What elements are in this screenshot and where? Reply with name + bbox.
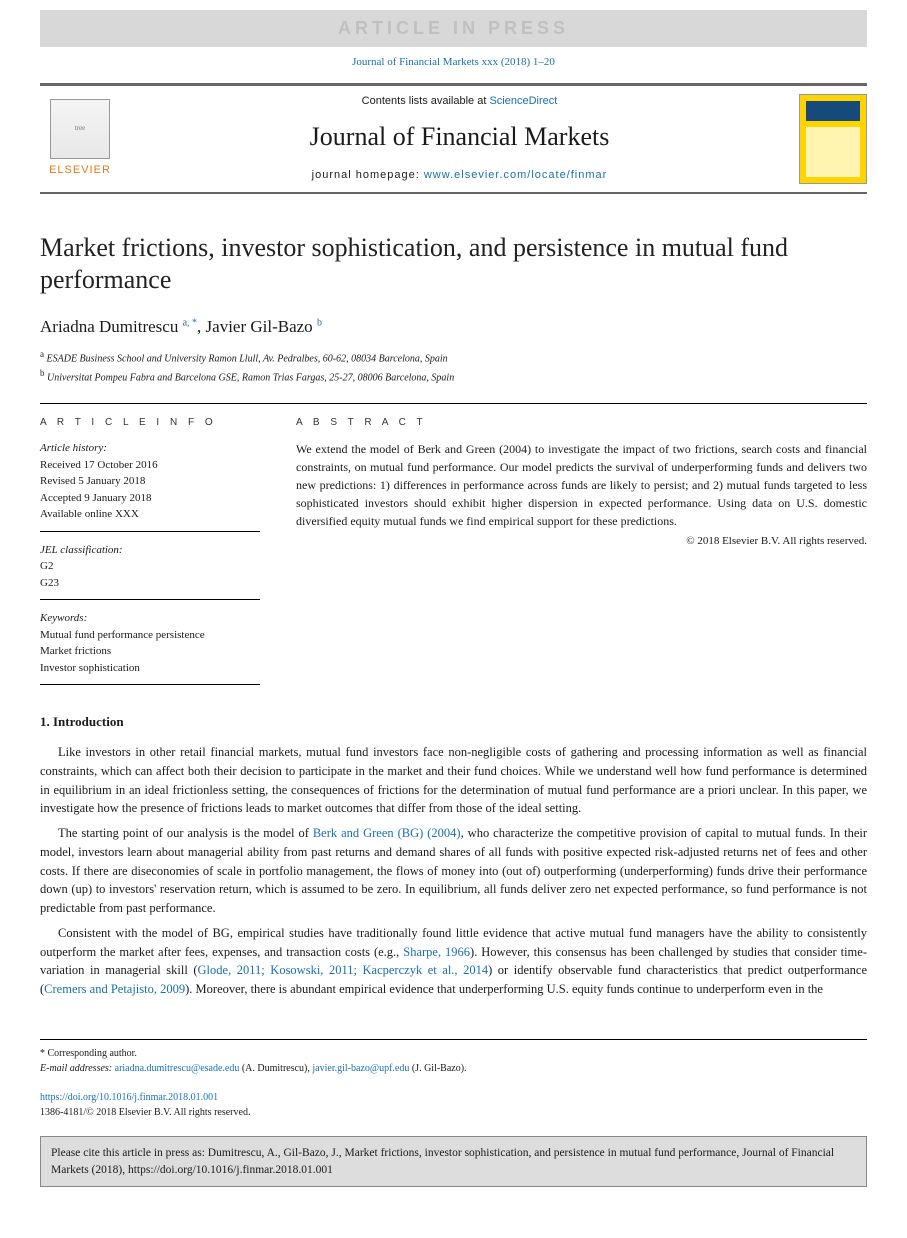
- affil-b: b Universitat Pompeu Fabra and Barcelona…: [40, 367, 867, 385]
- jel-code-1: G2: [40, 558, 260, 575]
- intro-para-2: The starting point of our analysis is th…: [40, 824, 867, 918]
- homepage-line: journal homepage: www.elsevier.com/locat…: [134, 168, 785, 183]
- history-label: Article history:: [40, 440, 260, 457]
- history-revised: Revised 5 January 2018: [40, 473, 260, 490]
- para2-a: The starting point of our analysis is th…: [58, 826, 313, 840]
- doi-block: https://doi.org/10.1016/j.finmar.2018.01…: [40, 1090, 867, 1120]
- history-accepted: Accepted 9 January 2018: [40, 490, 260, 507]
- intro-para-3: Consistent with the model of BG, empiric…: [40, 924, 867, 999]
- keywords-block: Keywords: Mutual fund performance persis…: [40, 610, 260, 685]
- keywords-label: Keywords:: [40, 610, 260, 627]
- authors-line: Ariadna Dumitrescu a, *, Javier Gil-Bazo…: [40, 315, 867, 339]
- history-received: Received 17 October 2016: [40, 457, 260, 474]
- journal-header: tree ELSEVIER Contents lists available a…: [40, 83, 867, 194]
- keyword-3: Investor sophistication: [40, 660, 260, 677]
- cite-this-article-box: Please cite this article in press as: Du…: [40, 1136, 867, 1187]
- sciencedirect-link[interactable]: ScienceDirect: [489, 95, 557, 107]
- email-gilbazo[interactable]: javier.gil-bazo@upf.edu: [312, 1063, 409, 1074]
- header-center: Contents lists available at ScienceDirec…: [134, 94, 785, 183]
- sharpe1966-link[interactable]: Sharpe, 1966: [403, 945, 470, 959]
- glode2011-etc-link[interactable]: Glode, 2011; Kosowski, 2011; Kacperczyk …: [198, 963, 489, 977]
- jel-block: JEL classification: G2 G23: [40, 542, 260, 601]
- section-1-title: 1. Introduction: [40, 713, 867, 731]
- contents-prefix: Contents lists available at: [362, 95, 490, 107]
- journal-name: Journal of Financial Markets: [134, 119, 785, 155]
- meta-row: A R T I C L E I N F O Article history: R…: [40, 403, 867, 685]
- author-2: Javier Gil-Bazo: [206, 317, 313, 336]
- doi-link[interactable]: https://doi.org/10.1016/j.finmar.2018.01…: [40, 1092, 218, 1103]
- top-citation: Journal of Financial Markets xxx (2018) …: [0, 55, 907, 70]
- author-2-sup: b: [317, 317, 322, 328]
- abstract-text: We extend the model of Berk and Green (2…: [296, 440, 867, 530]
- jel-code-2: G23: [40, 575, 260, 592]
- article-history: Article history: Received 17 October 201…: [40, 440, 260, 532]
- homepage-prefix: journal homepage:: [312, 169, 424, 181]
- affiliations: a ESADE Business School and University R…: [40, 348, 867, 385]
- affil-a-sup: a: [40, 349, 44, 359]
- affil-b-text: Universitat Pompeu Fabra and Barcelona G…: [47, 372, 454, 383]
- affil-a: a ESADE Business School and University R…: [40, 348, 867, 366]
- journal-cover-thumbnail: [799, 94, 867, 184]
- email-dumitrescu[interactable]: ariadna.dumitrescu@esade.edu: [115, 1063, 240, 1074]
- affil-b-sup: b: [40, 368, 45, 378]
- author-1-sup: a, *: [183, 317, 197, 328]
- email1-who: (A. Dumitrescu),: [239, 1063, 312, 1074]
- issn-line: 1386-4181/© 2018 Elsevier B.V. All right…: [40, 1105, 867, 1120]
- email-addresses: E-mail addresses: ariadna.dumitrescu@esa…: [40, 1061, 867, 1076]
- corresponding-author: * Corresponding author.: [40, 1046, 867, 1061]
- email2-who: (J. Gil-Bazo).: [409, 1063, 466, 1074]
- history-online: Available online XXX: [40, 506, 260, 523]
- cremers2009-link[interactable]: Cremers and Petajisto, 2009: [44, 982, 185, 996]
- abstract-copyright: © 2018 Elsevier B.V. All rights reserved…: [296, 534, 867, 549]
- bg2004-link[interactable]: Berk and Green (BG) (2004): [313, 826, 461, 840]
- article-info-heading: A R T I C L E I N F O: [40, 416, 260, 430]
- affil-a-text: ESADE Business School and University Ram…: [47, 354, 448, 365]
- emails-label: E-mail addresses:: [40, 1063, 115, 1074]
- homepage-link[interactable]: www.elsevier.com/locate/finmar: [424, 169, 607, 181]
- para3-d: ). Moreover, there is abundant empirical…: [185, 982, 823, 996]
- intro-para-1: Like investors in other retail financial…: [40, 743, 867, 818]
- author-1: Ariadna Dumitrescu: [40, 317, 178, 336]
- abstract-heading: A B S T R A C T: [296, 416, 867, 430]
- jel-label: JEL classification:: [40, 542, 260, 559]
- article-info-column: A R T I C L E I N F O Article history: R…: [40, 404, 260, 685]
- keyword-2: Market frictions: [40, 643, 260, 660]
- keyword-1: Mutual fund performance persistence: [40, 627, 260, 644]
- article-title: Market frictions, investor sophisticatio…: [40, 232, 867, 297]
- footnotes: * Corresponding author. E-mail addresses…: [40, 1039, 867, 1076]
- elsevier-logo: tree ELSEVIER: [40, 94, 120, 184]
- article-in-press-banner: ARTICLE IN PRESS: [40, 10, 867, 47]
- contents-line: Contents lists available at ScienceDirec…: [134, 94, 785, 109]
- elsevier-tree-icon: tree: [50, 99, 110, 159]
- publisher-name: ELSEVIER: [49, 163, 111, 178]
- abstract-column: A B S T R A C T We extend the model of B…: [296, 404, 867, 685]
